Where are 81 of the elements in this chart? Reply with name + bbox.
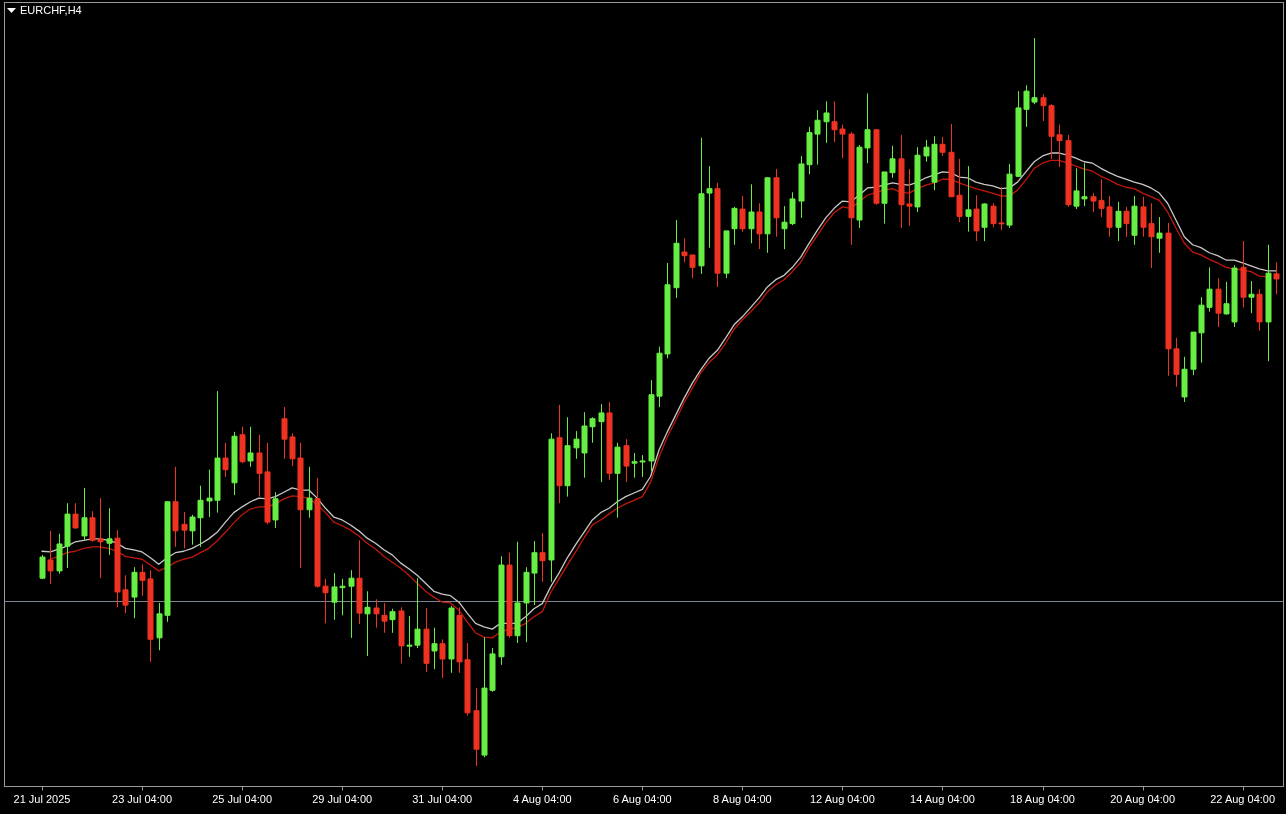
candlestick <box>873 129 880 206</box>
candlestick <box>1181 356 1188 403</box>
candlestick <box>364 590 371 657</box>
candlestick <box>473 687 480 767</box>
x-tick-label: 22 Aug 04:00 <box>1210 793 1276 805</box>
candlestick <box>1265 244 1272 362</box>
candlestick <box>247 426 254 468</box>
candlestick <box>373 598 380 629</box>
candlestick <box>306 466 313 519</box>
candlestick <box>1123 206 1130 238</box>
candlestick <box>939 136 946 157</box>
candlestick <box>764 177 771 254</box>
candlestick <box>556 404 563 504</box>
candlestick <box>131 566 138 619</box>
candlestick <box>973 194 980 242</box>
candlestick <box>1131 195 1138 246</box>
candlestick <box>1156 216 1163 254</box>
candlestick <box>981 202 988 242</box>
candlestick <box>598 403 605 483</box>
candlestick <box>47 530 54 585</box>
candlestick <box>231 431 238 496</box>
x-tick-label: 20 Aug 04:00 <box>1110 793 1176 805</box>
x-tick-label: 4 Aug 04:00 <box>512 793 572 805</box>
x-tick-label: 14 Aug 04:00 <box>910 793 975 805</box>
candlestick <box>431 627 438 670</box>
candlestick <box>823 100 830 144</box>
candlestick <box>514 541 521 644</box>
candlestick <box>1065 134 1072 208</box>
candlestick <box>72 502 79 530</box>
candlestick <box>731 206 738 246</box>
x-tick-label: 8 Aug 04:00 <box>713 793 772 805</box>
candlestick <box>756 202 763 250</box>
x-tick-label: 12 Aug 04:00 <box>810 793 875 805</box>
candlestick <box>614 442 621 519</box>
candlestick <box>448 605 455 674</box>
candlestick <box>423 607 430 673</box>
candlestick <box>748 183 755 244</box>
candlestick <box>1240 240 1247 308</box>
candlestick <box>773 168 780 238</box>
candlestick <box>106 507 113 556</box>
candlestick <box>914 146 921 213</box>
candlestick <box>81 487 88 541</box>
candlestick <box>172 466 179 548</box>
x-tick-label: 25 Jul 04:00 <box>212 793 273 805</box>
candlestick <box>965 165 972 233</box>
candlestick <box>272 491 279 529</box>
x-tick-label: 23 Jul 04:00 <box>112 793 173 805</box>
candlestick <box>181 511 188 549</box>
candlestick <box>498 555 505 666</box>
candlestick <box>848 131 855 246</box>
candlestick <box>673 219 680 299</box>
candlestick <box>222 442 229 478</box>
x-tick-label: 6 Aug 04:00 <box>612 793 672 805</box>
candlestick <box>348 569 355 639</box>
candlestick <box>439 638 446 679</box>
candlestick <box>389 608 396 634</box>
candlestick <box>714 182 721 288</box>
candlestick <box>239 426 246 464</box>
candlestick <box>539 532 546 583</box>
candlestick <box>39 554 46 580</box>
candlestick <box>1248 280 1255 314</box>
candlestick <box>739 195 746 233</box>
candlestick <box>1215 277 1222 328</box>
candlestick <box>398 606 405 664</box>
candlestick <box>548 432 555 583</box>
candlestick <box>381 602 388 634</box>
candlestick <box>623 438 630 483</box>
candlestick <box>564 416 571 498</box>
x-tick-label: 18 Aug 04:00 <box>1010 793 1075 805</box>
x-tick-label: 21 Jul 2025 <box>13 793 71 805</box>
candlestick <box>723 230 730 279</box>
candlestick <box>1006 163 1013 229</box>
candlestick <box>1256 288 1263 332</box>
x-tick-label: 29 Jul 04:00 <box>312 793 373 805</box>
candlestick <box>356 539 363 625</box>
candlestick <box>1115 201 1122 242</box>
chart-title: EURCHF,H4 <box>20 4 82 16</box>
x-tick-label: 31 Jul 04:00 <box>412 793 473 805</box>
candlestick <box>1273 261 1280 295</box>
candlestick <box>606 401 613 481</box>
candlestick <box>506 552 513 639</box>
